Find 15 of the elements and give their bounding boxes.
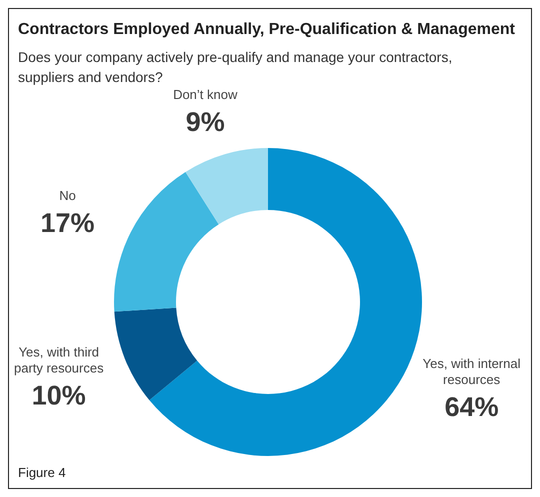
donut-slice <box>114 172 219 312</box>
data-label: 17% <box>40 208 95 238</box>
chart-title: Contractors Employed Annually, Pre-Qualification & Management <box>18 21 516 38</box>
slice-label: Yes, with internal resources <box>422 356 521 388</box>
donut-slice <box>114 308 198 400</box>
data-label: 64% <box>444 392 499 422</box>
slice-label: No <box>59 188 76 204</box>
data-label: 10% <box>32 380 86 411</box>
slice-label: Don’t know <box>173 86 238 102</box>
slice-label: Yes, with third party resources <box>14 344 104 376</box>
chart-subtitle: Does your company actively pre-qualify and manage your contractors, suppliers and vendors? <box>18 49 452 85</box>
donut-slice <box>149 148 422 456</box>
donut-slice <box>185 148 268 224</box>
data-label: 9% <box>186 106 225 137</box>
caption: Figure 4 <box>18 465 66 480</box>
